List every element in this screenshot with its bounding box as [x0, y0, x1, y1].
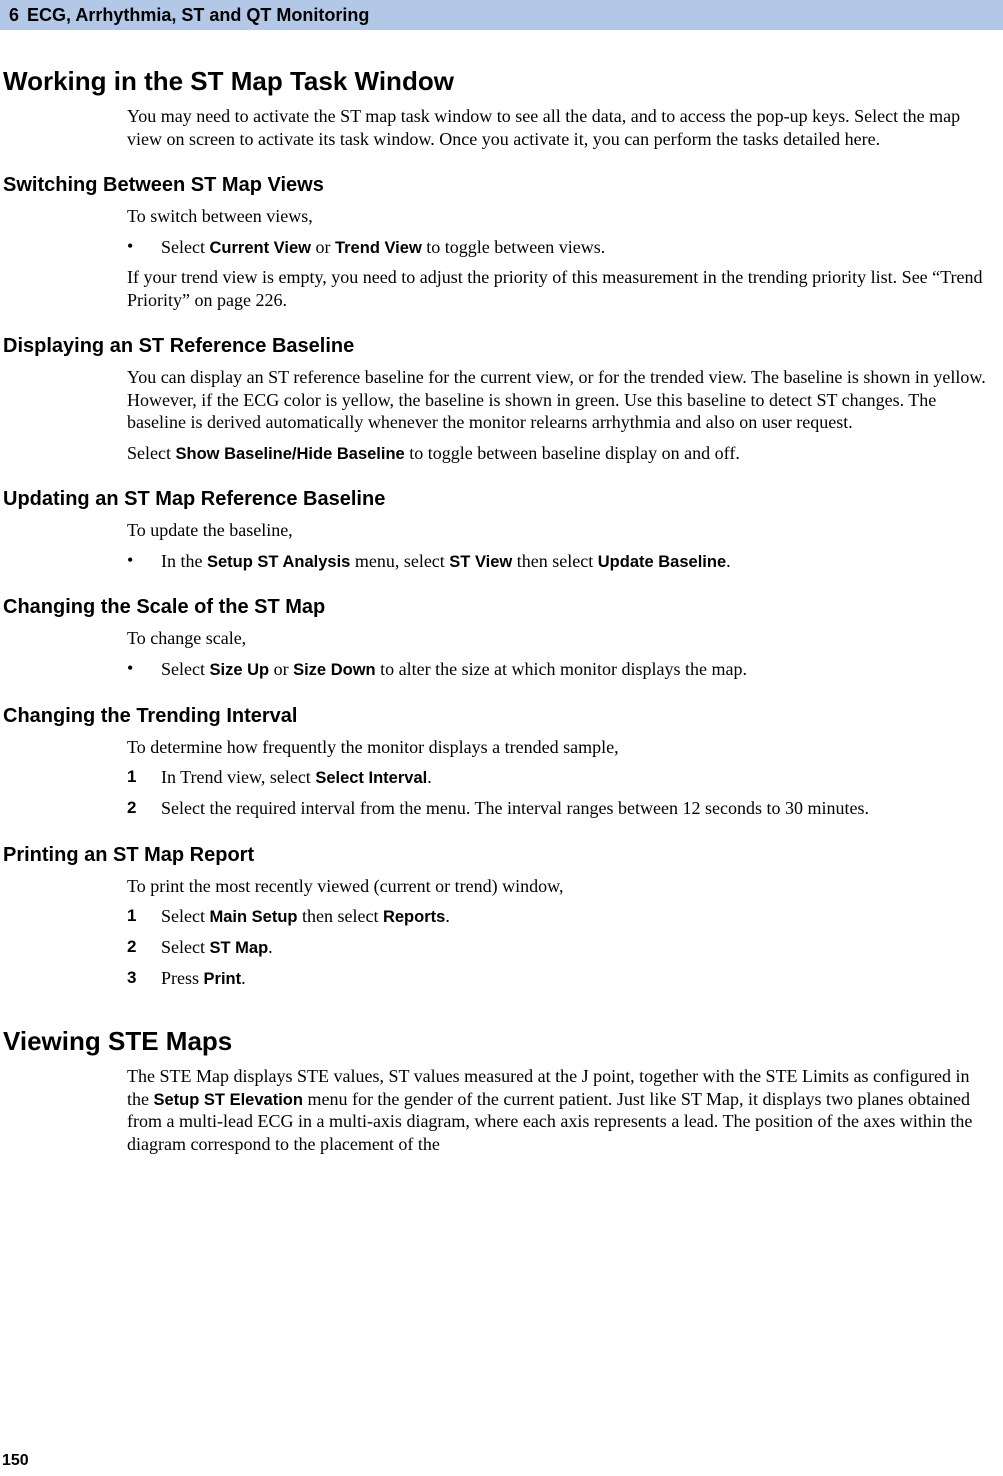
ui-label: Size Down	[293, 661, 376, 679]
para-switching-2: If your trend view is empty, you need to…	[127, 266, 994, 311]
step-row: 2 Select the required interval from the …	[127, 797, 994, 820]
heading-interval: Changing the Trending Interval	[3, 705, 994, 728]
ui-label: Print	[204, 970, 242, 988]
ui-label: Current View	[209, 239, 310, 257]
step-number: 2	[127, 936, 161, 959]
chapter-number: 6	[9, 5, 19, 26]
text: then select	[512, 551, 597, 571]
ui-label: ST Map	[209, 939, 268, 957]
para-switching-1: To switch between views,	[127, 205, 994, 228]
text: In the	[161, 551, 207, 571]
step-number: 1	[127, 905, 161, 928]
text: Select	[161, 237, 209, 257]
ui-label: Update Baseline	[598, 553, 726, 571]
text: then select	[298, 906, 383, 926]
bullet-text-scale: Select Size Up or Size Down to alter the…	[161, 658, 994, 681]
ui-label: Trend View	[335, 239, 422, 257]
step-text: Select the required interval from the me…	[161, 797, 994, 820]
ui-label: ST View	[449, 553, 512, 571]
ui-label: Size Up	[209, 661, 269, 679]
text: Select	[161, 906, 209, 926]
heading-scale: Changing the Scale of the ST Map	[3, 596, 994, 619]
step-number: 1	[127, 766, 161, 789]
ui-label: Setup ST Analysis	[207, 553, 350, 571]
para-updating-1: To update the baseline,	[127, 519, 994, 542]
ui-label: Select Interval	[315, 769, 427, 787]
text: menu, select	[350, 551, 449, 571]
text: or	[311, 237, 335, 257]
page-header: 6 ECG, Arrhythmia, ST and QT Monitoring	[0, 0, 1003, 30]
ui-label: Setup ST Elevation	[154, 1091, 303, 1109]
step-number: 3	[127, 967, 161, 990]
heading-viewing-ste: Viewing STE Maps	[3, 1026, 994, 1057]
step-text: Select Main Setup then select Reports.	[161, 905, 994, 928]
para-working-intro: You may need to activate the ST map task…	[127, 105, 994, 150]
heading-printing: Printing an ST Map Report	[3, 844, 994, 867]
text: to toggle between baseline display on an…	[405, 443, 740, 463]
text: .	[427, 767, 432, 787]
text: In Trend view, select	[161, 767, 315, 787]
text: .	[241, 968, 246, 988]
para-displaying-1: You can display an ST reference baseline…	[127, 366, 994, 434]
step-text: Press Print.	[161, 967, 994, 990]
ui-label: Reports	[383, 908, 445, 926]
bullet-text-updating: In the Setup ST Analysis menu, select ST…	[161, 550, 994, 573]
heading-working: Working in the ST Map Task Window	[3, 66, 994, 97]
para-interval-1: To determine how frequently the monitor …	[127, 736, 994, 759]
text: .	[445, 906, 450, 926]
step-number: 2	[127, 797, 161, 820]
bullet-marker: •	[127, 550, 161, 573]
bullet-row-switching: • Select Current View or Trend View to t…	[127, 236, 994, 259]
text: Press	[161, 968, 204, 988]
para-printing-1: To print the most recently viewed (curre…	[127, 875, 994, 898]
step-row: 1 Select Main Setup then select Reports.	[127, 905, 994, 928]
bullet-marker: •	[127, 658, 161, 681]
page-number: 150	[2, 1452, 29, 1470]
step-text: Select ST Map.	[161, 936, 994, 959]
text: Select	[127, 443, 175, 463]
bullet-row-scale: • Select Size Up or Size Down to alter t…	[127, 658, 994, 681]
text: Select	[161, 937, 209, 957]
step-row: 1 In Trend view, select Select Interval.	[127, 766, 994, 789]
bullet-row-updating: • In the Setup ST Analysis menu, select …	[127, 550, 994, 573]
ui-label: Main Setup	[209, 908, 297, 926]
heading-displaying: Displaying an ST Reference Baseline	[3, 335, 994, 358]
ui-label: Show Baseline/Hide Baseline	[175, 445, 404, 463]
para-viewing-ste-1: The STE Map displays STE values, ST valu…	[127, 1065, 994, 1155]
text: .	[726, 551, 731, 571]
chapter-title: ECG, Arrhythmia, ST and QT Monitoring	[27, 5, 369, 26]
step-row: 2 Select ST Map.	[127, 936, 994, 959]
bullet-marker: •	[127, 236, 161, 259]
step-row: 3 Press Print.	[127, 967, 994, 990]
para-scale-1: To change scale,	[127, 627, 994, 650]
text: Select	[161, 659, 209, 679]
text: or	[269, 659, 293, 679]
para-displaying-2: Select Show Baseline/Hide Baseline to to…	[127, 442, 994, 465]
heading-updating: Updating an ST Map Reference Baseline	[3, 488, 994, 511]
text: to toggle between views.	[422, 237, 605, 257]
text: .	[268, 937, 273, 957]
step-text: In Trend view, select Select Interval.	[161, 766, 994, 789]
bullet-text-switching: Select Current View or Trend View to tog…	[161, 236, 994, 259]
heading-switching: Switching Between ST Map Views	[3, 174, 994, 197]
text: to alter the size at which monitor displ…	[376, 659, 747, 679]
